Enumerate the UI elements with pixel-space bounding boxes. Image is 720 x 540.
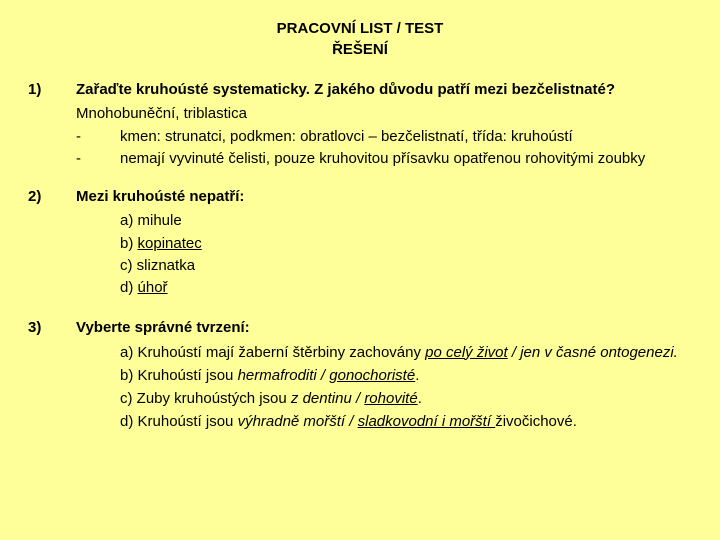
q2-options: a) mihule b) kopinatec c) sliznatka d) ú… [76,211,692,298]
q1-bullet2-text: nemají vyvinuté čelisti, pouze kruhovito… [120,149,645,169]
q3-options: a) Kruhoústí mají žaberní štěrbiny zacho… [76,343,692,433]
q2-option-c: c) sliznatka [120,256,692,276]
header-line1: PRACOVNÍ LIST / TEST [28,18,692,39]
q1-answer: Mnohobuněční, triblastica - kmen: struna… [28,104,692,169]
q2-option-a: a) mihule [120,211,692,231]
q3-option-d: d) Kruhoústí jsou výhradně mořští / slad… [120,412,692,432]
q3-a-answer: po celý život [425,344,508,361]
q1-prompt: Zařaďte kruhoústé systematicky. Z jakého… [76,80,692,100]
question-2: 2) Mezi kruhoústé nepatří: a) mihule b) … [28,187,692,300]
q1-bullet2: - nemají vyvinuté čelisti, pouze kruhovi… [76,149,692,169]
q2-prompt: Mezi kruhoústé nepatří: [76,187,692,207]
q1-bullet2-dash: - [76,149,120,169]
q1-number: 1) [28,80,76,104]
q2-option-d: d) úhoř [120,278,692,298]
worksheet-header: PRACOVNÍ LIST / TEST ŘEŠENÍ [28,18,692,60]
header-line2: ŘEŠENÍ [28,39,692,60]
q3-d-answer: sladkovodní i mořští [358,413,496,430]
q3-c-answer: rohovité [364,390,417,407]
q1-bullet1: - kmen: strunatci, podkmen: obratlovci –… [76,127,692,147]
q1-bullet1-dash: - [76,127,120,147]
q2-d-answer: úhoř [138,279,168,296]
q3-option-c: c) Zuby kruhoústých jsou z dentinu / roh… [120,389,692,409]
q1-bullet1-text: kmen: strunatci, podkmen: obratlovci – b… [120,127,573,147]
q3-b-answer: gonochoristé [329,367,415,384]
question-1: 1) Zařaďte kruhoústé systematicky. Z jak… [28,80,692,169]
q2-option-b: b) kopinatec [120,234,692,254]
q2-b-answer: kopinatec [138,235,202,252]
question-3: 3) Vyberte správné tvrzení: a) Kruhoústí… [28,318,692,435]
q3-number: 3) [28,318,76,435]
q3-option-a: a) Kruhoústí mají žaberní štěrbiny zacho… [120,343,692,363]
q3-option-b: b) Kruhoústí jsou hermafroditi / gonocho… [120,366,692,386]
q3-prompt: Vyberte správné tvrzení: [76,318,692,338]
q2-number: 2) [28,187,76,300]
q1-answer-intro: Mnohobuněční, triblastica [76,104,692,124]
